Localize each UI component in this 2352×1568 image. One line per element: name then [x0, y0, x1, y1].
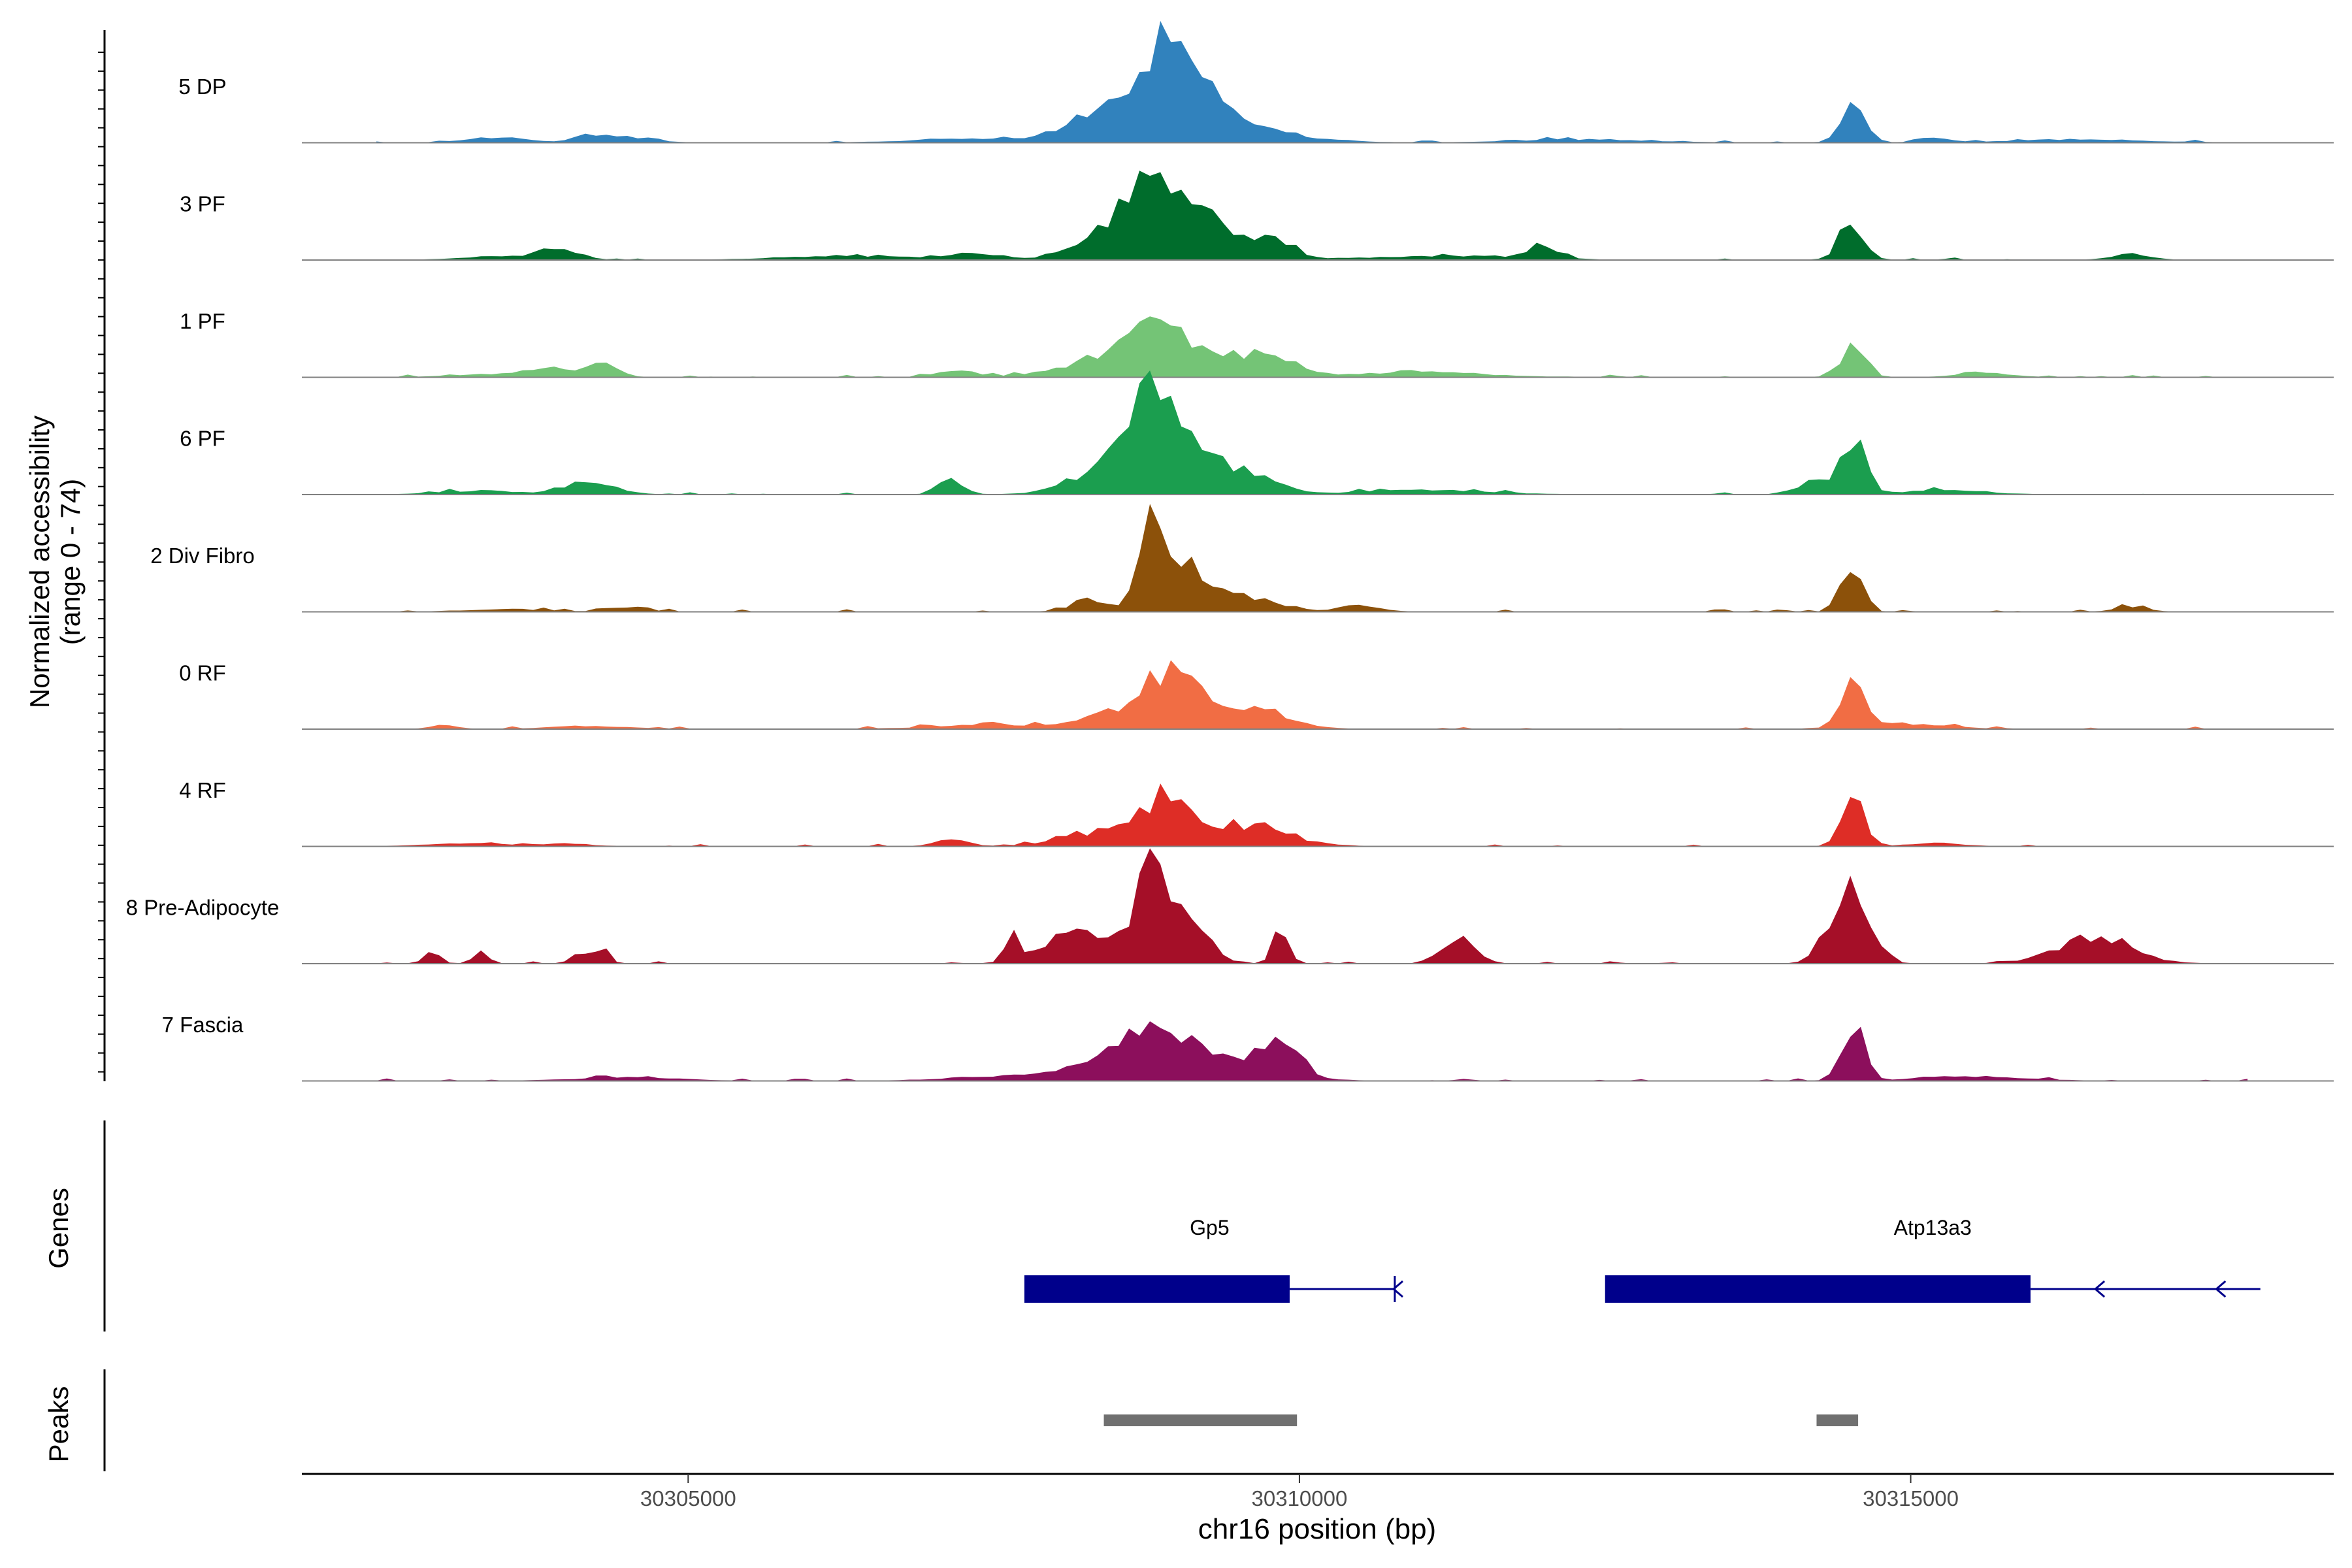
track-labels: 5 DP 3 PF 1 PF 6 PF 2 Div Fibro 0 RF 4 RF 8 Pre… — [126, 74, 280, 1037]
coverage-track-area — [376, 316, 2248, 378]
track-label: 0 RF — [179, 661, 226, 685]
coverage-track-area — [376, 1021, 2248, 1081]
gene-name-label: Atp13a3 — [1894, 1216, 1972, 1239]
x-ticks: 30305000 30310000 30315000 — [640, 1474, 1959, 1511]
track-label: 1 PF — [180, 309, 225, 333]
strand-arrow — [1392, 1280, 1403, 1298]
track-label: 7 Fascia — [162, 1013, 244, 1037]
gene-exon-block — [1605, 1275, 2031, 1303]
peaks-label: Peaks — [43, 1386, 74, 1463]
y-axis-label-line1: Normalized accessibility — [24, 416, 55, 708]
x-tick-label: 30315000 — [1863, 1486, 1959, 1511]
track-label: 5 DP — [178, 74, 226, 99]
coverage-track-area — [376, 370, 2248, 495]
gene-name-label: Gp5 — [1190, 1216, 1229, 1239]
track-label: 6 PF — [180, 427, 225, 451]
coverage-track-area — [376, 21, 2248, 143]
genes-layer: Gp5 Atp13a3 — [1024, 1216, 2261, 1303]
gene-exon-block — [1024, 1275, 1290, 1303]
genes-label: Genes — [43, 1188, 74, 1269]
peak-region — [1103, 1414, 1298, 1426]
left-axis — [98, 30, 106, 1471]
x-tick-label: 30305000 — [640, 1486, 736, 1511]
peaks-layer — [1103, 1414, 1859, 1426]
coverage-track-area — [376, 848, 2248, 964]
strand-arrow — [2215, 1280, 2227, 1298]
track-label: 4 RF — [179, 778, 226, 802]
coverage-track-area — [376, 783, 2248, 847]
y-axis-label-line2: (range 0 - 74) — [55, 479, 86, 645]
x-axis-title: chr16 position (bp) — [1198, 1513, 1436, 1545]
peak-region — [1816, 1414, 1859, 1426]
track-label: 8 Pre-Adipocyte — [126, 896, 280, 920]
track-label: 2 Div Fibro — [150, 544, 255, 568]
coverage-track-area — [376, 504, 2248, 612]
coverage-track-area — [376, 171, 2248, 260]
coverage-track-area — [376, 660, 2248, 729]
x-tick-label: 30310000 — [1252, 1486, 1348, 1511]
tracks-layer — [302, 21, 2334, 1082]
strand-arrow — [2093, 1280, 2106, 1298]
track-label: 3 PF — [180, 192, 225, 216]
